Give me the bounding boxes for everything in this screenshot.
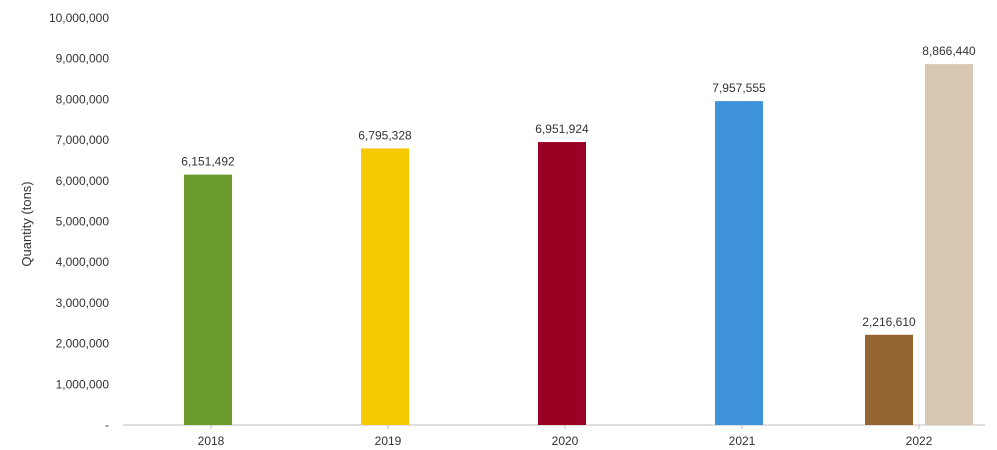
bar-2022-1: [865, 334, 913, 425]
bar-2018: [184, 174, 232, 425]
x-tick-label: 2021: [729, 434, 756, 448]
y-axis-title: Quantity (tons): [19, 181, 34, 266]
bar-2021: [715, 101, 763, 426]
y-tick-label: 10,000,000: [49, 11, 109, 25]
bar-value-label: 6,151,492: [181, 155, 235, 169]
y-tick-label: 9,000,000: [56, 52, 110, 66]
bar-value-label: 8,866,440: [922, 44, 976, 58]
bar-value-label: 7,957,555: [712, 81, 766, 95]
y-tick-label: 3,000,000: [56, 296, 110, 310]
x-tick-label: 2022: [906, 434, 933, 448]
bar-value-label: 6,951,924: [535, 122, 589, 136]
x-tick-label: 2018: [198, 434, 225, 448]
y-tick-label: 1,000,000: [56, 377, 110, 391]
y-tick-label: 4,000,000: [56, 255, 110, 269]
y-tick-label: 7,000,000: [56, 133, 110, 147]
y-tick-label: 6,000,000: [56, 174, 110, 188]
y-tick-label: 8,000,000: [56, 92, 110, 106]
bar-2022-2: [925, 64, 973, 425]
x-tick-label: 2019: [375, 434, 402, 448]
y-tick-label: 2,000,000: [56, 337, 110, 351]
bar-value-label: 2,216,610: [862, 315, 916, 329]
bar-value-label: 6,795,328: [358, 128, 412, 142]
bar-2020: [538, 142, 586, 425]
bar-2019: [361, 148, 409, 425]
y-tick-label: -: [105, 418, 109, 432]
y-tick-label: 5,000,000: [56, 215, 110, 229]
x-tick-label: 2020: [552, 434, 579, 448]
